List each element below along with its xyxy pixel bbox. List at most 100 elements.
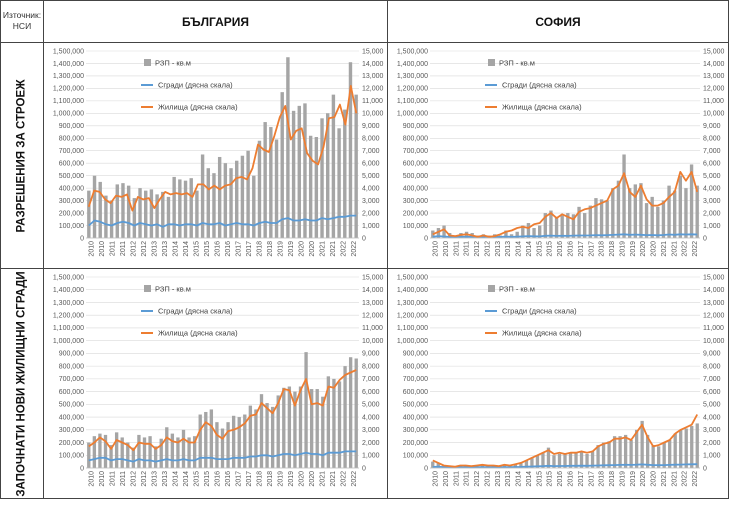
bar (695, 185, 699, 238)
right-tick-label: 0 (703, 465, 707, 472)
right-tick-label: 15,000 (703, 48, 725, 55)
left-tick-label: 800,000 (59, 363, 84, 370)
right-tick-label: 12,000 (703, 86, 725, 93)
x-tick-label: 2017 (588, 471, 595, 487)
bar (120, 437, 124, 468)
bar (155, 194, 159, 238)
bar (126, 185, 131, 238)
bar (259, 394, 264, 468)
left-tick-label: 400,000 (403, 414, 428, 421)
bar (343, 366, 347, 468)
right-tick-label: 8,000 (362, 363, 380, 370)
bar (651, 445, 655, 468)
bar (189, 178, 193, 238)
bar (662, 442, 666, 468)
bar (223, 163, 228, 238)
bar (579, 451, 584, 468)
bar (644, 203, 649, 238)
legend-bar-label: РЗП - кв.м (155, 285, 191, 294)
bar (519, 462, 523, 468)
bar (195, 190, 199, 238)
x-tick-label: 2020 (640, 241, 647, 257)
bar (568, 452, 573, 468)
left-tick-label: 1,300,000 (397, 73, 428, 80)
bar (303, 103, 307, 238)
chart-bg-starts: 0 100,000 200,000 300,000 400,000 500,000 600,… (53, 274, 384, 487)
bar (131, 447, 136, 468)
x-tick-label: 2015 (204, 471, 211, 487)
x-tick-label: 2014 (516, 241, 523, 257)
legend-buildings-label: Сгради (дясна скала) (502, 307, 577, 316)
bar (252, 175, 256, 238)
bar (646, 434, 650, 468)
x-tick-label: 2012 (484, 471, 491, 487)
x-tick-label: 2021 (661, 471, 668, 487)
right-tick-label: 3,000 (703, 198, 721, 205)
right-tick-label: 7,000 (703, 148, 721, 155)
bar (320, 118, 324, 238)
right-tick-label: 2,000 (362, 440, 380, 447)
x-tick-label: 2012 (141, 471, 148, 487)
left-tick-label: 1,000,000 (397, 338, 428, 345)
right-tick-label: 8,000 (703, 363, 721, 370)
right-tick-label: 10,000 (703, 338, 725, 345)
bar (204, 411, 208, 468)
legend-bar-swatch (488, 59, 495, 66)
right-tick-label: 10,000 (362, 111, 384, 118)
bar (226, 422, 230, 468)
bar (343, 109, 347, 239)
x-tick-label: 2014 (516, 471, 523, 487)
right-tick-label: 8,000 (703, 136, 721, 143)
right-tick-label: 9,000 (703, 123, 721, 130)
x-tick-label: 2022 (351, 471, 358, 487)
bar (109, 445, 113, 468)
dwellings-line (432, 170, 699, 238)
left-tick-label: 0 (424, 465, 428, 472)
left-tick-label: 100,000 (59, 453, 84, 460)
buildings-line (432, 463, 698, 469)
x-tick-label: 2015 (204, 241, 211, 257)
dwellings-line (87, 85, 358, 212)
bar (314, 137, 319, 238)
right-tick-label: 6,000 (362, 389, 380, 396)
right-tick-label: 1,000 (703, 453, 721, 460)
right-tick-label: 8,000 (362, 136, 380, 143)
left-tick-label: 1,300,000 (397, 300, 428, 307)
left-tick-label: 900,000 (59, 123, 84, 130)
bar (590, 451, 595, 468)
x-tick-label: 2021 (661, 241, 668, 257)
x-tick-label: 2014 (173, 241, 180, 257)
bar (577, 206, 581, 238)
right-tick-label: 12,000 (703, 313, 725, 320)
bar (583, 213, 587, 238)
x-tick-label: 2021 (320, 241, 327, 257)
x-tick-label: 2013 (162, 241, 169, 257)
bar (235, 160, 239, 238)
legend-buildings-label: Сгради (дясна скала) (158, 307, 233, 316)
x-tick-label: 2016 (568, 241, 575, 257)
bar (176, 437, 180, 468)
bar (183, 180, 188, 238)
legend-dwellings-label: Жилища (дясна скала) (158, 103, 238, 112)
bar (679, 429, 683, 468)
x-tick-label: 2016 (225, 471, 232, 487)
bar (521, 225, 525, 238)
bar (248, 405, 253, 468)
x-tick-label: 2014 (526, 241, 533, 257)
right-tick-label: 9,000 (362, 123, 380, 130)
bar (623, 434, 628, 468)
x-tick-label: 2012 (131, 471, 138, 487)
left-tick-label: 1,500,000 (53, 274, 84, 281)
x-tick-label: 2022 (341, 241, 348, 257)
bar (673, 433, 677, 468)
bar (121, 183, 125, 238)
bar (265, 403, 269, 468)
bar (530, 457, 534, 468)
bar (92, 436, 97, 468)
x-tick-label: 2010 (433, 241, 440, 257)
bar (229, 168, 233, 238)
left-tick-label: 0 (424, 235, 428, 242)
bar (560, 215, 564, 238)
bar (87, 442, 91, 468)
x-tick-label: 2011 (453, 471, 460, 486)
